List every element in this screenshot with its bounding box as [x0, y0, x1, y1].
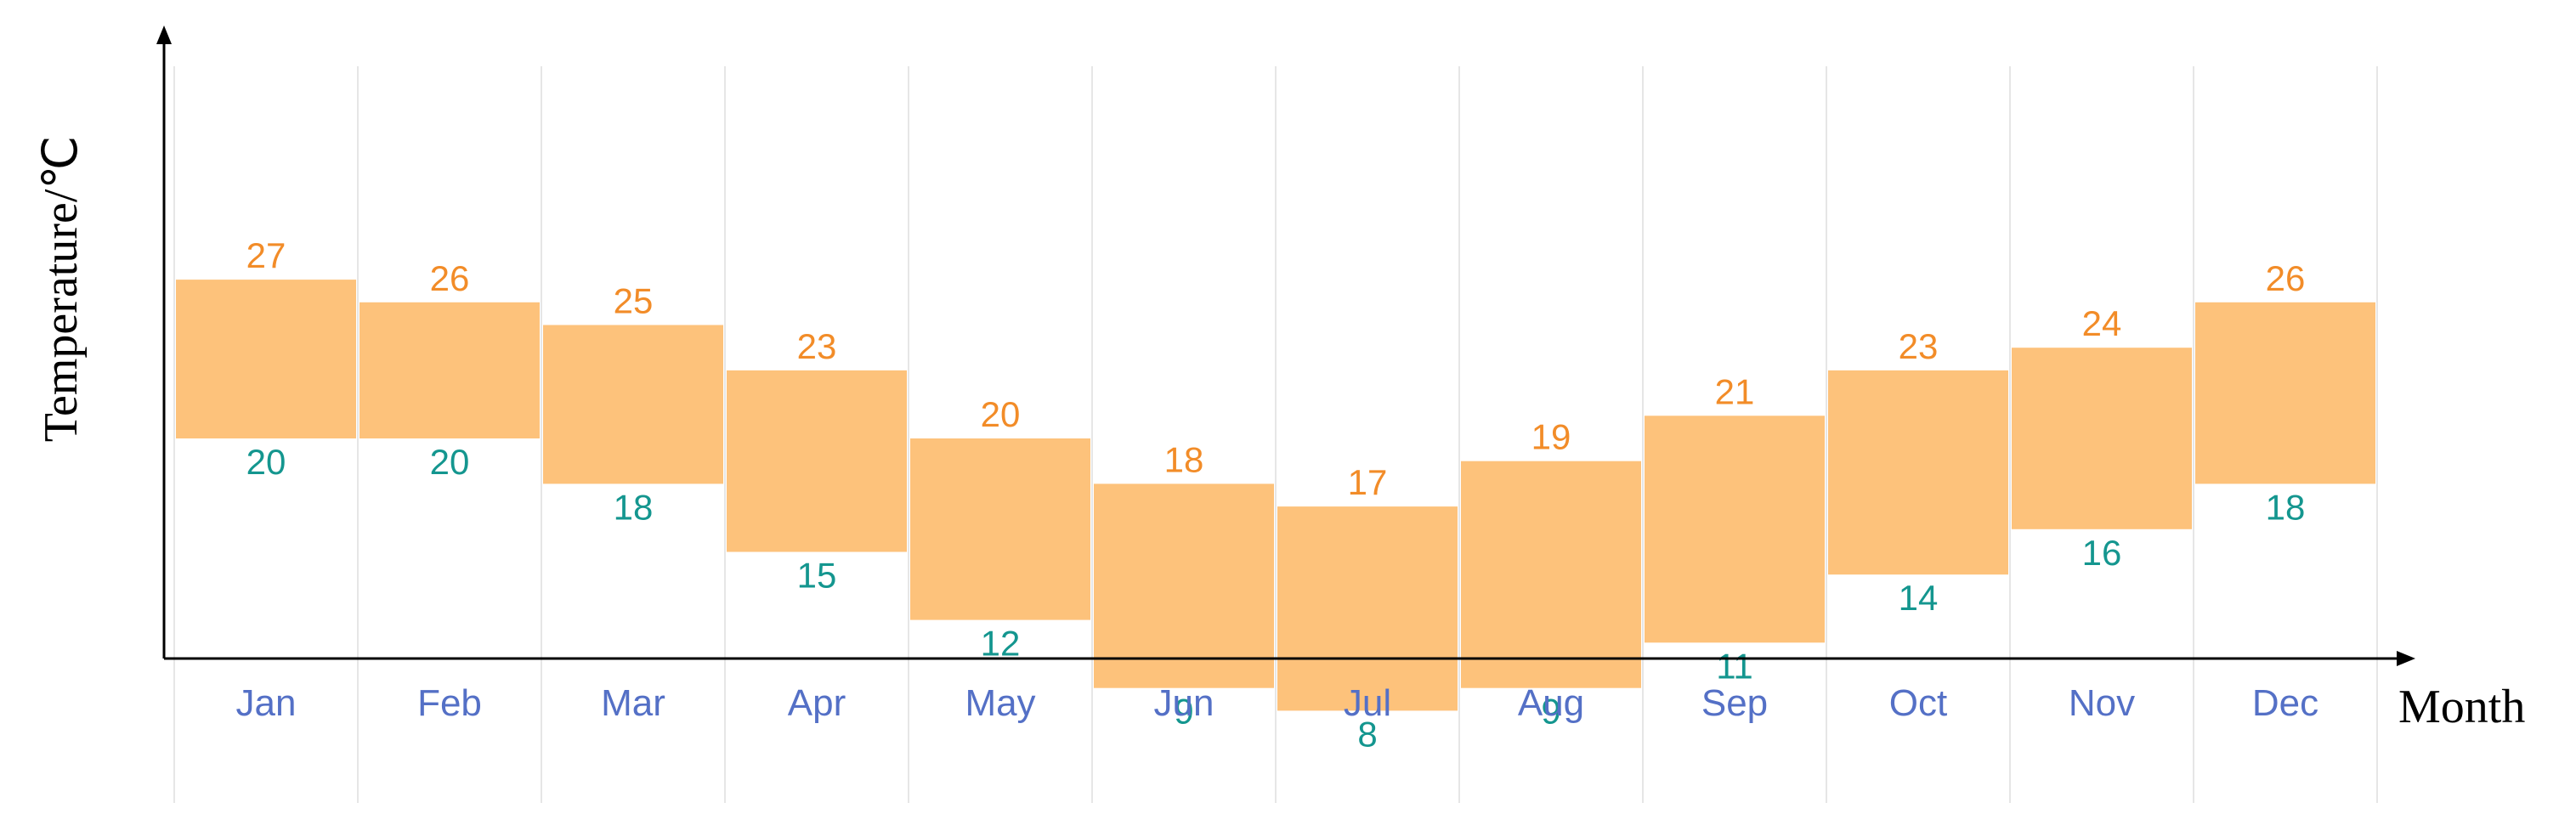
- low-label-dec: 18: [2266, 487, 2306, 527]
- bar-jul: [1277, 506, 1458, 711]
- x-tick-jul: Jul: [1344, 682, 1391, 724]
- low-label-oct: 14: [1899, 578, 1939, 618]
- bar-dec: [2195, 302, 2375, 484]
- x-tick-sep: Sep: [1701, 682, 1768, 724]
- value-labels: 27 20 26 20 25 18 23 15 20 12 18 9 17 8 19 9 21 11 23 14 24 1…: [246, 235, 2306, 754]
- vertical-gridlines: [173, 66, 2378, 803]
- low-label-jul: 8: [1357, 714, 1377, 754]
- bar-jun: [1094, 483, 1274, 688]
- x-tick-labels: Jan Feb Mar Apr May Jun Jul Aug Sep Oct Nov Dec: [236, 682, 2319, 724]
- high-label-jul: 17: [1348, 462, 1388, 502]
- x-axis-title: Month: [2398, 681, 2525, 733]
- x-tick-may: May: [965, 682, 1035, 724]
- x-tick-feb: Feb: [417, 682, 482, 724]
- x-tick-jun: Jun: [1154, 682, 1214, 724]
- x-tick-apr: Apr: [788, 682, 846, 724]
- high-label-mar: 25: [614, 281, 654, 321]
- low-label-aug: 9: [1541, 692, 1560, 732]
- low-label-feb: 20: [430, 442, 470, 482]
- x-tick-jan: Jan: [236, 682, 297, 724]
- bar-sep: [1645, 416, 1825, 643]
- bar-oct: [1828, 370, 2008, 575]
- x-tick-mar: Mar: [601, 682, 665, 724]
- x-tick-oct: Oct: [1889, 682, 1947, 724]
- temperature-bars: [176, 280, 2375, 711]
- x-tick-nov: Nov: [2069, 682, 2135, 724]
- low-label-nov: 16: [2082, 533, 2122, 573]
- x-axis-arrow-icon: [2397, 651, 2415, 666]
- high-label-nov: 24: [2082, 303, 2122, 343]
- high-label-apr: 23: [797, 326, 837, 366]
- low-label-sep: 11: [1716, 646, 1753, 686]
- low-label-jun: 9: [1174, 692, 1193, 732]
- y-axis-arrow-icon: [156, 25, 172, 44]
- bar-jan: [176, 280, 356, 438]
- bar-nov: [2012, 348, 2192, 529]
- high-label-may: 20: [981, 394, 1021, 434]
- x-tick-aug: Aug: [1518, 682, 1584, 724]
- low-label-jan: 20: [246, 442, 286, 482]
- bar-may: [910, 438, 1090, 620]
- low-label-mar: 18: [614, 487, 654, 527]
- y-axis-title: Temperature/℃: [35, 136, 88, 443]
- low-label-may: 12: [981, 624, 1021, 664]
- bar-feb: [360, 302, 540, 438]
- high-label-aug: 19: [1531, 417, 1571, 457]
- x-tick-dec: Dec: [2252, 682, 2318, 724]
- bar-apr: [727, 370, 907, 552]
- low-label-apr: 15: [797, 556, 837, 596]
- axes: [156, 25, 2415, 666]
- bar-aug: [1461, 461, 1641, 688]
- high-label-feb: 26: [430, 258, 470, 298]
- high-label-jun: 18: [1164, 439, 1204, 479]
- high-label-jan: 27: [246, 235, 286, 275]
- high-label-dec: 26: [2266, 258, 2306, 298]
- high-label-sep: 21: [1715, 371, 1755, 411]
- high-label-oct: 23: [1899, 326, 1939, 366]
- bar-mar: [543, 325, 723, 484]
